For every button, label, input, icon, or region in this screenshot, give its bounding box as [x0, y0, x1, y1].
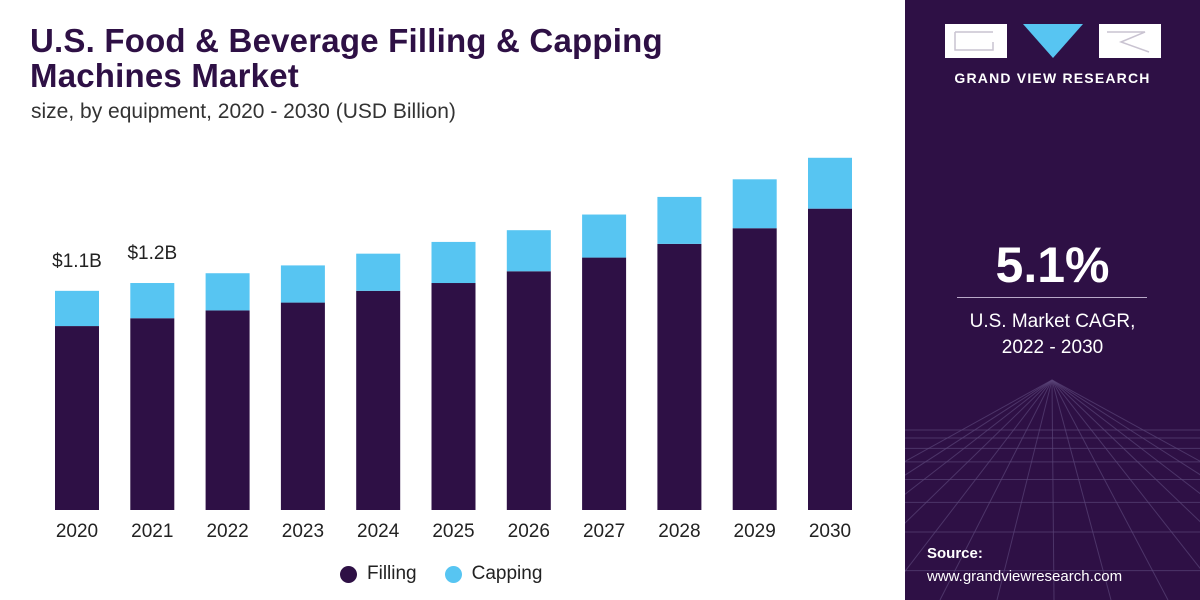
bar-capping-2030: [808, 157, 852, 209]
bar-capping-2023: [280, 265, 325, 303]
bar-capping-2025: [431, 241, 476, 284]
bar-filling-2027: [582, 257, 627, 510]
bar-filling-2030: [808, 208, 852, 510]
bar-filling-2028: [657, 243, 702, 510]
x-tick-label-2022: 2022: [206, 521, 248, 542]
data-label-2021: $1.2B: [127, 243, 177, 264]
bar-filling-2029: [732, 228, 777, 510]
bar-filling-2024: [356, 290, 401, 510]
legend-dot-filling: [340, 565, 357, 583]
bar-filling-2020: [55, 326, 99, 510]
bar-capping-2028: [657, 196, 702, 244]
brand-name: GRAND VIEW RESEARCH: [954, 70, 1151, 86]
stacked-bar-chart: 2020 2021 2022 2023 2024 2025 2026 2027 2028 2029…: [52, 157, 852, 542]
legend-item-filling: Filling: [340, 563, 417, 585]
bar-capping-2024: [356, 253, 401, 291]
bar-filling-2023: [280, 302, 325, 510]
x-tick-label-2029: 2029: [734, 521, 776, 542]
bar-filling-2021: [130, 318, 175, 510]
cagr-label-line-2: 2022 - 2030: [1001, 337, 1104, 358]
x-tick-label-2021: 2021: [131, 521, 173, 542]
x-tick-label-2028: 2028: [658, 521, 700, 542]
x-tick-label-2027: 2027: [583, 521, 625, 542]
bar-filling-2026: [506, 271, 551, 510]
cagr-divider: [957, 297, 1147, 298]
chart-title-line-2: Machines Market: [30, 57, 299, 94]
x-tick-label-2025: 2025: [432, 521, 474, 542]
bar-capping-2020: [55, 290, 99, 327]
bar-capping-2027: [582, 214, 627, 258]
x-tick-label-2020: 2020: [56, 521, 98, 542]
bar-filling-2022: [205, 310, 250, 510]
x-tick-label-2024: 2024: [357, 521, 400, 542]
background-grid-pattern: [905, 379, 1200, 600]
x-tick-label-2030: 2030: [809, 521, 851, 542]
cagr-value: 5.1%: [995, 237, 1110, 293]
data-label-2020: $1.1B: [52, 251, 102, 272]
chart-area: U.S. Food & Beverage Filling & Capping M…: [30, 22, 852, 587]
chart-legend: Filling Capping: [340, 561, 542, 587]
bar-capping-2021: [130, 283, 175, 319]
x-tick-label-2026: 2026: [508, 521, 550, 542]
source-label: Source:: [927, 545, 983, 562]
chart-subtitle: size, by equipment, 2020 - 2030 (USD Bil…: [31, 100, 456, 123]
x-tick-label-2023: 2023: [282, 521, 324, 542]
source-url[interactable]: www.grandviewresearch.com: [927, 568, 1123, 585]
legend-dot-capping: [444, 565, 462, 583]
stats-sidebar: GRAND VIEW RESEARCH 5.1% U.S. Market CAG…: [905, 0, 1200, 600]
bar-capping-2026: [506, 230, 551, 272]
bar-capping-2022: [205, 273, 250, 311]
legend-item-capping: Capping: [444, 563, 543, 585]
bar-filling-2025: [431, 283, 476, 510]
legend-label-capping: Capping: [471, 563, 543, 584]
gvr-logo-icon: [945, 24, 1161, 58]
bar-capping-2029: [732, 179, 777, 229]
legend-label-filling: Filling: [367, 563, 417, 584]
chart-title-line-1: U.S. Food & Beverage Filling & Capping: [30, 22, 663, 59]
cagr-label-line-1: U.S. Market CAGR,: [969, 311, 1136, 332]
